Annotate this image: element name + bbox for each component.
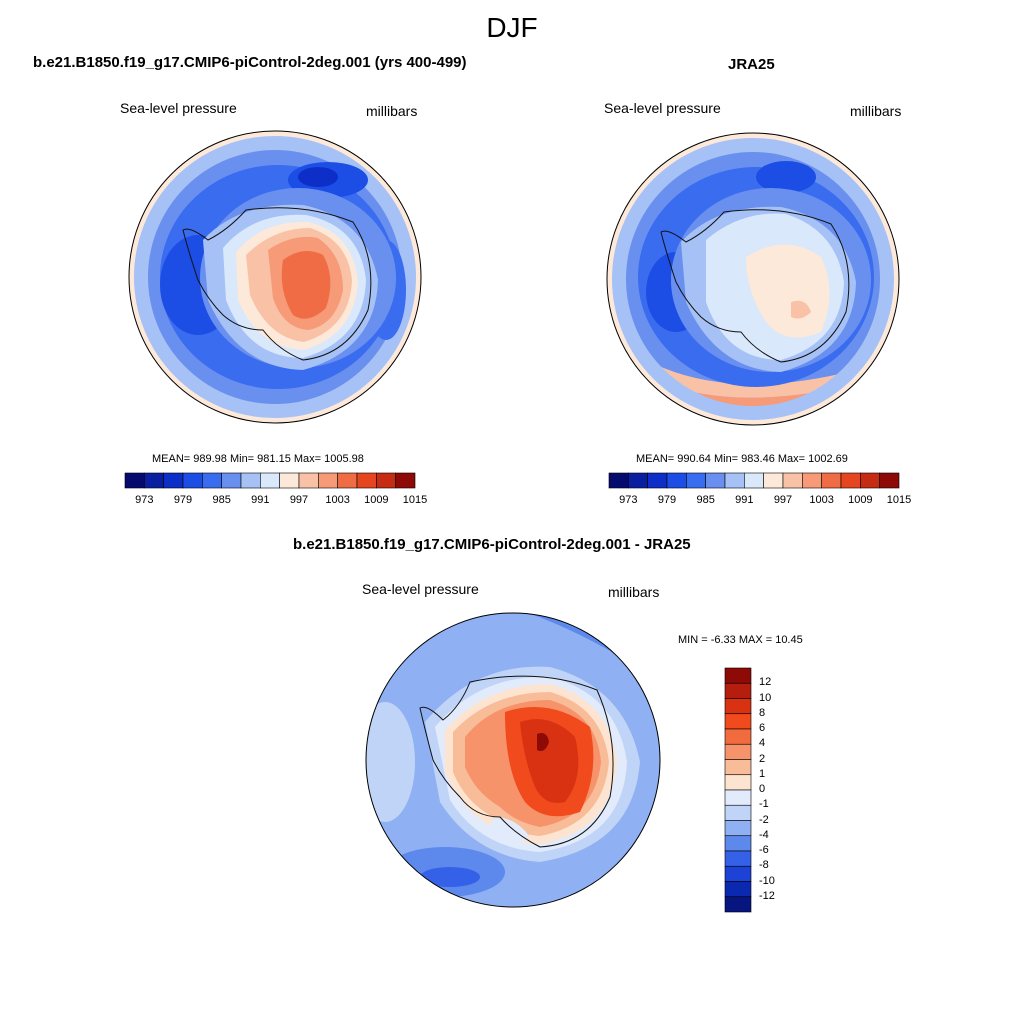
diff-slp-map <box>365 612 661 908</box>
colorbar-swatch <box>724 896 752 913</box>
colorbar-swatch <box>724 835 752 852</box>
colorbar-tick-label: -12 <box>759 889 775 902</box>
colorbar-swatch <box>163 472 184 489</box>
model-slp-map <box>128 130 422 424</box>
diff-stats: MIN = -6.33 MAX = 10.45 <box>678 634 803 646</box>
colorbar-tick-label: 991 <box>251 494 270 506</box>
colorbar-tick-label: 997 <box>773 494 793 506</box>
colorbar-swatch <box>724 743 752 760</box>
colorbar-tick-label: 979 <box>173 494 193 506</box>
colorbar-swatch <box>260 472 280 489</box>
colorbar-tick-label: 8 <box>759 706 766 719</box>
colorbar-tick-label: 0 <box>759 783 766 795</box>
colorbar-swatch <box>395 472 416 489</box>
colorbar-swatch <box>221 472 242 489</box>
colorbar-swatch <box>724 667 752 684</box>
colorbar-swatch <box>782 472 803 489</box>
diff-variable-label: Sea-level pressure <box>362 581 479 597</box>
colorbar-swatch <box>840 472 861 489</box>
model-colorbar <box>124 472 416 489</box>
colorbar-swatch <box>763 472 784 489</box>
colorbar-tick-label: 985 <box>212 494 231 506</box>
colorbar-swatch <box>724 698 752 715</box>
colorbar-swatch <box>724 820 752 837</box>
obs-slp-map <box>606 132 900 426</box>
obs-variable-label: Sea-level pressure <box>604 100 721 116</box>
colorbar-swatch <box>724 682 752 699</box>
colorbar-swatch <box>802 472 822 489</box>
colorbar-tick-label: 1009 <box>364 494 389 506</box>
diff-units-label: millibars <box>608 584 660 600</box>
colorbar-swatch <box>182 472 203 489</box>
colorbar-swatch <box>318 472 338 489</box>
colorbar-tick-label: 985 <box>696 494 715 506</box>
colorbar-swatch <box>376 472 396 489</box>
colorbar-swatch <box>724 804 752 821</box>
colorbar-tick-label: 10 <box>759 691 772 704</box>
colorbar-tick-label: 973 <box>619 494 638 506</box>
diff-panel-title: b.e21.B1850.f19_g17.CMIP6-piControl-2deg… <box>293 536 691 553</box>
colorbar-swatch <box>144 472 164 489</box>
colorbar-tick-label: 12 <box>759 676 772 689</box>
colorbar-swatch <box>356 472 377 489</box>
colorbar-tick-label: 991 <box>735 494 754 506</box>
colorbar-swatch <box>724 728 752 745</box>
colorbar-swatch <box>879 472 900 489</box>
colorbar-tick-label: -6 <box>759 844 769 856</box>
colorbar-swatch <box>724 774 752 791</box>
colorbar-swatch <box>202 472 222 489</box>
obs-units-label: millibars <box>850 103 902 119</box>
obs-stats: MEAN= 990.64 Min= 983.46 Max= 1002.69 <box>636 453 848 465</box>
colorbar-swatch <box>724 881 752 898</box>
obs-panel-title: JRA25 <box>728 56 775 73</box>
colorbar-tick-label: 1003 <box>325 494 350 506</box>
colorbar-tick-label: -10 <box>759 874 775 887</box>
colorbar-tick-label: 1015 <box>886 494 912 506</box>
colorbar-swatch <box>724 850 752 867</box>
colorbar-swatch <box>724 472 745 489</box>
colorbar-swatch <box>686 472 706 489</box>
colorbar-tick-label: 1003 <box>809 494 834 506</box>
colorbar-tick-label: -8 <box>759 859 769 872</box>
model-variable-label: Sea-level pressure <box>120 100 237 116</box>
colorbar-swatch <box>705 472 726 489</box>
colorbar-tick-label: -2 <box>759 813 769 826</box>
colorbar-swatch <box>298 472 319 489</box>
colorbar-swatch <box>724 713 752 730</box>
colorbar-swatch <box>240 472 261 489</box>
model-panel-title: b.e21.B1850.f19_g17.CMIP6-piControl-2deg… <box>33 54 467 71</box>
colorbar-tick-label: 1009 <box>848 494 873 506</box>
colorbar-swatch <box>124 472 145 489</box>
colorbar-swatch <box>821 472 842 489</box>
colorbar-tick-label: 1015 <box>402 494 428 506</box>
colorbar-tick-label: 997 <box>289 494 309 506</box>
colorbar-tick-label: -1 <box>759 798 769 811</box>
colorbar-tick-label: 979 <box>657 494 677 506</box>
colorbar-tick-label: -4 <box>759 828 769 841</box>
colorbar-swatch <box>724 759 752 776</box>
obs-colorbar <box>608 472 900 489</box>
colorbar-tick-label: 2 <box>759 752 766 765</box>
colorbar-tick-label: 6 <box>759 722 766 734</box>
colorbar-tick-label: 4 <box>759 737 766 750</box>
colorbar-tick-label: 1 <box>759 767 766 780</box>
colorbar-swatch <box>860 472 880 489</box>
colorbar-swatch <box>608 472 629 489</box>
figure-title: DJF <box>486 12 538 43</box>
model-units-label: millibars <box>366 103 418 119</box>
colorbar-swatch <box>628 472 648 489</box>
colorbar-swatch <box>647 472 668 489</box>
model-stats: MEAN= 989.98 Min= 981.15 Max= 1005.98 <box>152 453 364 465</box>
colorbar-swatch <box>724 865 752 882</box>
colorbar-swatch <box>279 472 300 489</box>
colorbar-swatch <box>744 472 764 489</box>
diff-colorbar <box>724 667 752 913</box>
colorbar-swatch <box>666 472 687 489</box>
colorbar-tick-label: 973 <box>135 494 154 506</box>
colorbar-swatch <box>337 472 358 489</box>
colorbar-swatch <box>724 789 752 806</box>
